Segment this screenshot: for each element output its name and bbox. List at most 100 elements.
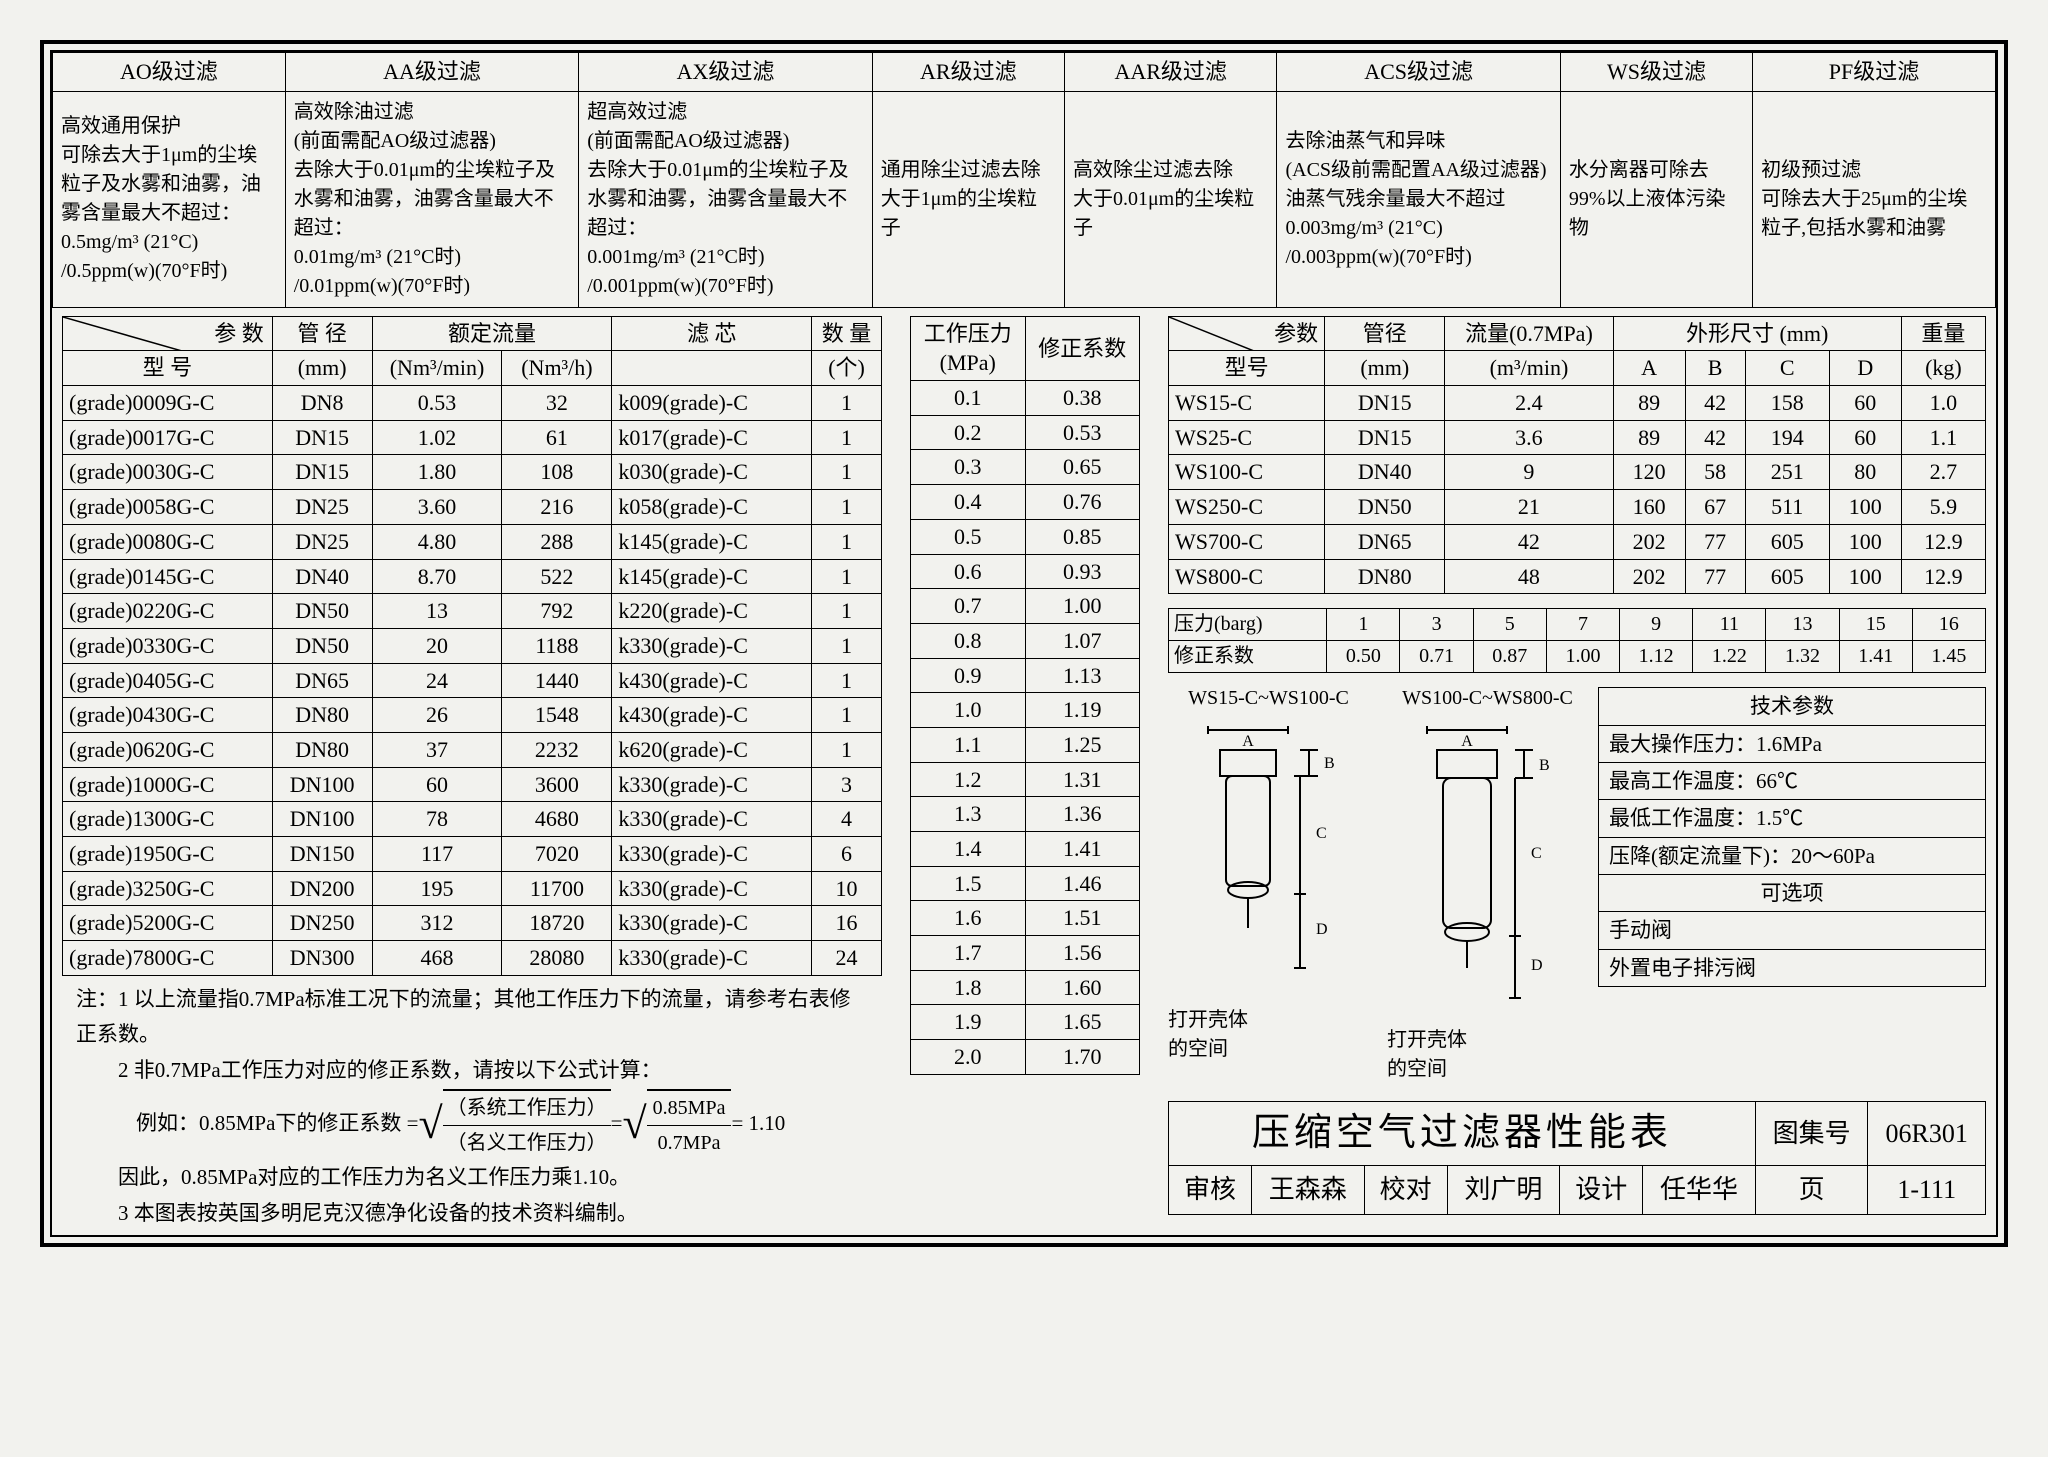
note-frac1-bot: （名义工作压力） (443, 1126, 611, 1160)
ws-cell: 89 (1613, 386, 1685, 421)
main-cell: 4.80 (372, 524, 502, 559)
ws-cell: 202 (1613, 559, 1685, 594)
corr-cell: 1.70 (1025, 1040, 1140, 1075)
svg-text:B: B (1539, 757, 1550, 774)
corr-cell: 0.65 (1025, 450, 1140, 485)
corr-cell: 0.4 (911, 485, 1026, 520)
corr-cell: 1.9 (911, 1005, 1026, 1040)
note-frac2-bot: 0.7MPa (647, 1126, 732, 1160)
corr-cell: 0.8 (911, 623, 1026, 658)
corr-cell: 1.31 (1025, 762, 1140, 797)
ws-subheader: C (1745, 351, 1829, 386)
filter-grade-header: WS级过滤 (1560, 53, 1752, 92)
open-space-label-right: 打开壳体 的空间 (1387, 1023, 1588, 1081)
ws-cell: 89 (1613, 420, 1685, 455)
corr-cell: 1.8 (911, 970, 1026, 1005)
corr-cell: 1.36 (1025, 797, 1140, 832)
barg-cell: 1 (1327, 609, 1400, 641)
main-cell: 1 (812, 628, 882, 663)
barg-correction-table: 压力(barg)1357911131516修正系数0.500.710.871.0… (1168, 608, 1986, 673)
ws-cell: 58 (1685, 455, 1745, 490)
corr-cell: 1.2 (911, 762, 1026, 797)
ws-cell: 100 (1829, 524, 1901, 559)
album-value: 06R301 (1868, 1102, 1986, 1166)
corr-header: 工作压力 (MPa) (911, 316, 1026, 380)
filter-grade-header: ACS级过滤 (1277, 53, 1560, 92)
ws-cell: 80 (1829, 455, 1901, 490)
main-cell: DN65 (272, 663, 372, 698)
barg-cell: 0.87 (1473, 641, 1546, 673)
main-cell: 6 (812, 837, 882, 872)
corr-cell: 0.2 (911, 415, 1026, 450)
tech-opt: 手动阀 (1599, 912, 1986, 949)
barg-cell: 5 (1473, 609, 1546, 641)
main-cell: 1 (812, 732, 882, 767)
barg-cell: 1.41 (1839, 641, 1912, 673)
main-cell: k220(grade)-C (612, 594, 812, 629)
ws-cell: 9 (1445, 455, 1613, 490)
main-cell: 28080 (502, 941, 612, 976)
main-cell: 8.70 (372, 559, 502, 594)
main-cell: 1 (812, 490, 882, 525)
main-cell: 1 (812, 386, 882, 421)
svg-text:D: D (1316, 921, 1328, 938)
main-cell: (grade)0405G-C (63, 663, 273, 698)
ws-cell: 2.7 (1901, 455, 1985, 490)
corr-cell: 1.46 (1025, 866, 1140, 901)
filter-grade-desc: 去除油蒸气和异味 (ACS级前需配置AA级过滤器) 油蒸气残余量最大不超过 0.… (1277, 91, 1560, 307)
main-cell: k430(grade)-C (612, 663, 812, 698)
corr-cell: 1.7 (911, 936, 1026, 971)
ws-cell: 5.9 (1901, 490, 1985, 525)
note-5: 3 本图表按英国多明尼克汉德净化设备的技术资料编制。 (76, 1196, 870, 1232)
ws-diagram-large-icon: A B C (1387, 718, 1557, 1018)
corr-cell: 0.76 (1025, 485, 1140, 520)
main-subheader: (个) (812, 351, 882, 386)
ws-header: 外形尺寸 (mm) (1613, 316, 1901, 351)
tech-params-title: 技术参数 (1599, 688, 1986, 725)
tech-row: 最高工作温度：66℃ (1599, 762, 1986, 799)
main-cell: (grade)0080G-C (63, 524, 273, 559)
notes-block: 注：1 以上流量指0.7MPa标准工况下的流量；其他工作压力下的流量，请参考右表… (62, 976, 882, 1235)
main-cell: 24 (372, 663, 502, 698)
filter-grade-desc: 通用除尘过滤去除 大于1μm的尘埃粒子 (872, 91, 1064, 307)
main-cell: 1.80 (372, 455, 502, 490)
main-cell: (grade)1300G-C (63, 802, 273, 837)
main-cell: DN100 (272, 767, 372, 802)
corr-cell: 1.3 (911, 797, 1026, 832)
corr-cell: 1.60 (1025, 970, 1140, 1005)
ws-subheader: 型号 (1169, 351, 1325, 386)
ws-cell: 100 (1829, 490, 1901, 525)
ws-header: 流量(0.7MPa) (1445, 316, 1613, 351)
main-cell: 1 (812, 698, 882, 733)
svg-text:C: C (1531, 845, 1542, 862)
main-cell: DN8 (272, 386, 372, 421)
main-cell: DN80 (272, 698, 372, 733)
corr-cell: 1.07 (1025, 623, 1140, 658)
check-label: 审核 (1169, 1166, 1252, 1214)
main-cell: 1 (812, 559, 882, 594)
barg-cell: 1.12 (1620, 641, 1693, 673)
main-header: 管 径 (272, 316, 372, 351)
svg-text:A: A (1242, 733, 1254, 750)
corr-cell: 1.41 (1025, 832, 1140, 867)
main-cell: 7020 (502, 837, 612, 872)
design-label: 设计 (1560, 1166, 1643, 1214)
filter-grade-header: AO级过滤 (53, 53, 286, 92)
corr-cell: 1.65 (1025, 1005, 1140, 1040)
filter-grade-desc: 初级预过滤 可除去大于25μm的尘埃 粒子,包括水雾和油雾 (1753, 91, 1996, 307)
ws-cell: 605 (1745, 524, 1829, 559)
corr-cell: 1.5 (911, 866, 1026, 901)
barg-cell: 11 (1693, 609, 1766, 641)
filter-grade-desc: 水分离器可除去 99%以上液体污染物 (1560, 91, 1752, 307)
corr-cell: 0.7 (911, 589, 1026, 624)
note-2: 2 非0.7MPa工作压力对应的修正系数，请按以下公式计算： (76, 1053, 870, 1089)
ws-cell: 194 (1745, 420, 1829, 455)
main-cell: k030(grade)-C (612, 455, 812, 490)
main-subheader: (Nm³/min) (372, 351, 502, 386)
ws-cell: 1.0 (1901, 386, 1985, 421)
corr-cell: 1.51 (1025, 901, 1140, 936)
ws-cell: 605 (1745, 559, 1829, 594)
ws-cell: DN40 (1325, 455, 1445, 490)
main-cell: 11700 (502, 871, 612, 906)
barg-cell: 16 (1912, 609, 1985, 641)
